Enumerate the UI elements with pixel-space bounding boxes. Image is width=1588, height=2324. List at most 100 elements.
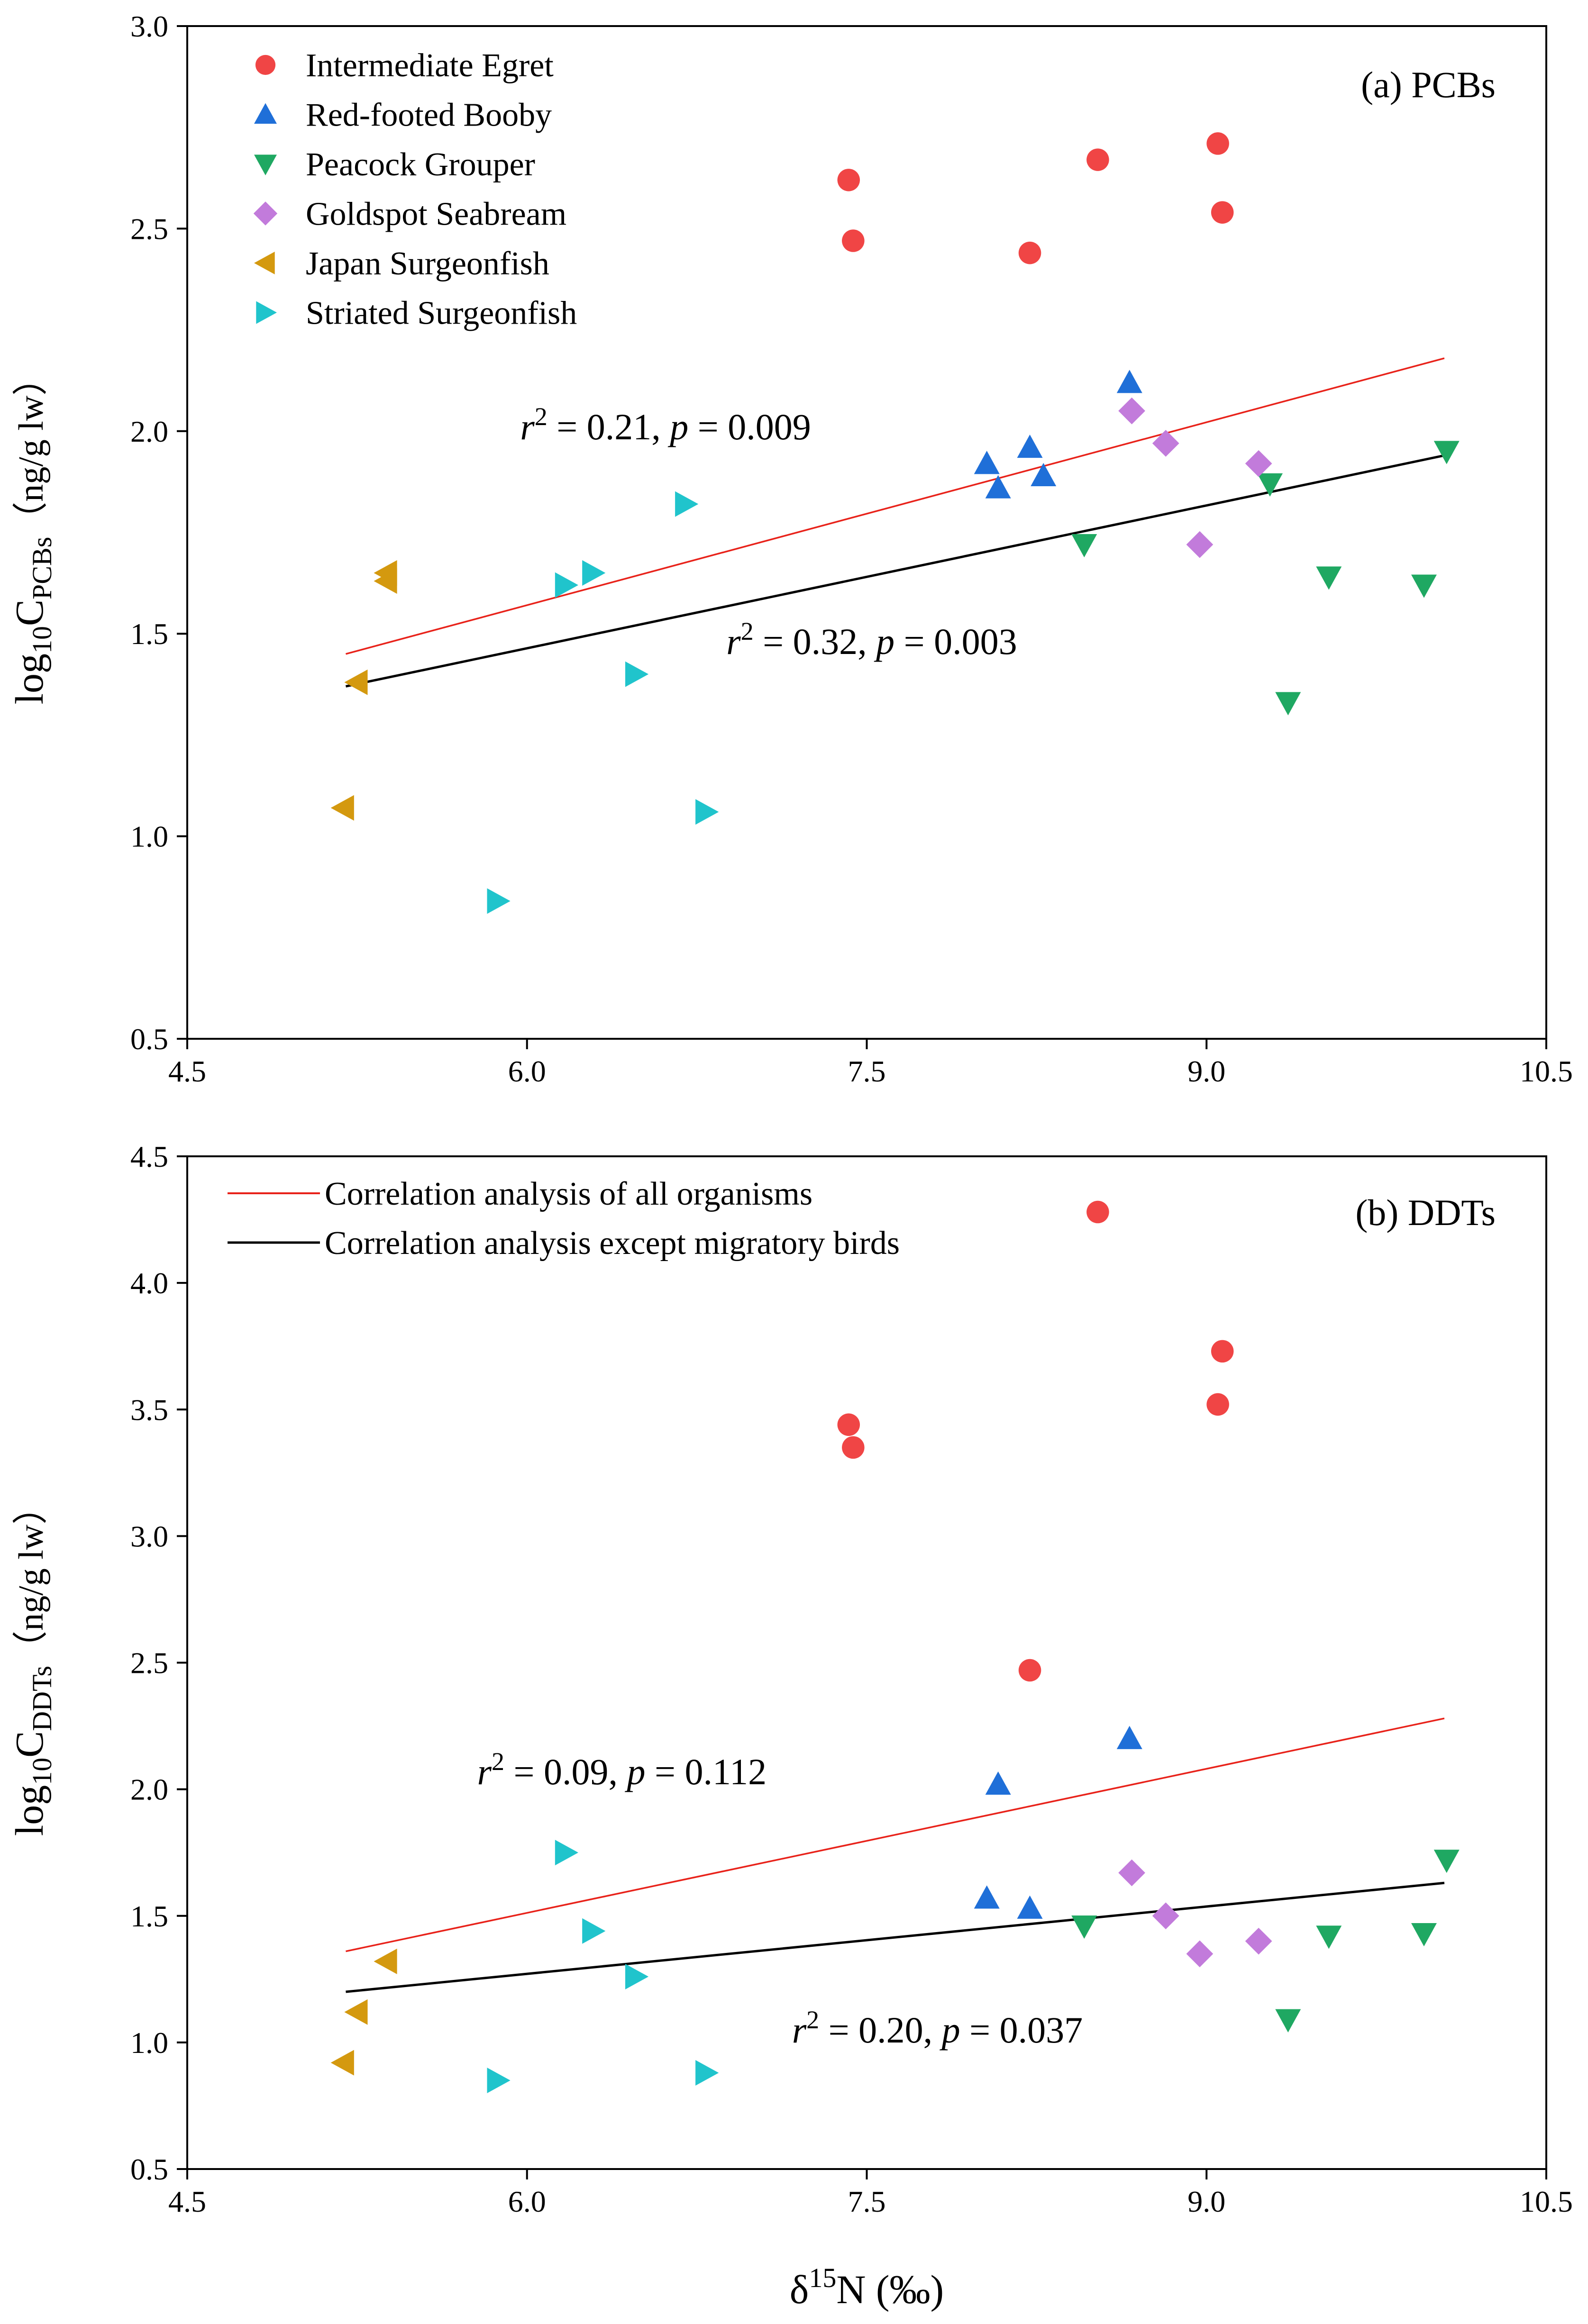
point-peacock-grouper: [1275, 692, 1301, 716]
x-tick-label: 7.5: [848, 1054, 886, 1088]
legend-label: Striated Surgeonfish: [306, 295, 577, 332]
stat-r: r: [477, 1751, 492, 1792]
stat-p: p: [624, 1751, 645, 1792]
point-intermediate-egret: [1206, 132, 1229, 155]
stat-p-value: = 0.003: [894, 621, 1017, 662]
point-japan-surgeonfish: [374, 560, 397, 586]
point-striated-surgeonfish: [675, 491, 699, 517]
x-tick-label: 9.0: [1187, 1054, 1225, 1088]
y-axis-title-unit: （ng/g lw）: [12, 361, 51, 537]
point-peacock-grouper: [1275, 2009, 1301, 2033]
stat-r-value: = 0.09,: [504, 1751, 627, 1792]
point-striated-surgeonfish: [555, 572, 578, 598]
point-intermediate-egret: [1211, 1340, 1234, 1363]
stat-r: r: [792, 2009, 807, 2051]
stat-annotation: r2 = 0.32, p = 0.003: [726, 617, 1017, 662]
point-red-footed-booby: [985, 475, 1011, 499]
y-axis-title: log10CPCBs（ng/g lw）: [8, 361, 57, 705]
point-striated-surgeonfish: [555, 1840, 578, 1866]
point-goldspot-seabream: [1186, 1940, 1214, 1968]
stat-r-sup: 2: [535, 402, 548, 431]
y-tick-label: 2.5: [130, 1646, 168, 1680]
point-intermediate-egret: [842, 229, 865, 252]
point-peacock-grouper: [1316, 1925, 1342, 1949]
legend-label: Goldspot Seabream: [306, 196, 566, 233]
legend-marker: [254, 103, 277, 124]
x-tick-label: 6.0: [508, 1054, 546, 1088]
point-red-footed-booby: [1017, 1895, 1043, 1919]
point-intermediate-egret: [837, 169, 860, 191]
point-intermediate-egret: [1206, 1393, 1229, 1416]
legend-marker: [253, 201, 278, 226]
stat-annotation: r2 = 0.09, p = 0.112: [477, 1747, 767, 1792]
point-intermediate-egret: [1018, 241, 1041, 264]
y-tick-label: 4.5: [130, 1140, 168, 1173]
point-intermediate-egret: [1211, 201, 1234, 224]
x-axis-title: δ15N (‰): [790, 2262, 944, 2312]
y-tick-label: 1.5: [130, 617, 168, 651]
point-striated-surgeonfish: [582, 560, 606, 586]
regression-line-all: [346, 1717, 1445, 1952]
stat-p: p: [874, 621, 894, 662]
point-intermediate-egret: [1086, 1200, 1109, 1224]
y-tick-label: 2.5: [130, 212, 168, 245]
regression-line-except-birds: [345, 454, 1445, 688]
point-intermediate-egret: [1018, 1659, 1041, 1682]
point-red-footed-booby: [985, 1771, 1011, 1795]
stat-r-sup: 2: [806, 2006, 819, 2034]
point-intermediate-egret: [837, 1413, 860, 1436]
stat-r: r: [726, 621, 741, 662]
x-tick-label: 10.5: [1520, 1054, 1573, 1088]
y-tick-label: 3.0: [130, 9, 168, 43]
point-japan-surgeonfish: [330, 2050, 354, 2076]
point-japan-surgeonfish: [344, 1999, 368, 2025]
y-tick-label: 0.5: [130, 2152, 168, 2186]
y-axis-title-log: log: [8, 1785, 52, 1836]
point-peacock-grouper: [1433, 441, 1460, 464]
point-striated-surgeonfish: [695, 799, 719, 825]
x-tick-label: 7.5: [848, 2185, 886, 2218]
y-axis-title-c: C: [8, 599, 52, 626]
point-striated-surgeonfish: [625, 661, 649, 687]
stat-p: p: [667, 406, 688, 447]
x-tick-label: 4.5: [168, 1054, 206, 1088]
stat-p-value: = 0.009: [688, 406, 811, 447]
y-axis-title-sub: 10: [27, 626, 57, 654]
point-peacock-grouper: [1071, 534, 1097, 558]
y-axis-title-c: C: [8, 1731, 52, 1758]
legend-marker: [255, 54, 276, 75]
point-intermediate-egret: [1086, 148, 1109, 171]
point-goldspot-seabream: [1152, 430, 1179, 457]
stat-r-sup: 2: [741, 617, 754, 645]
y-tick-label: 3.5: [130, 1393, 168, 1426]
point-red-footed-booby: [974, 1885, 1000, 1909]
legend-marker: [256, 301, 277, 324]
y-tick-label: 3.0: [130, 1519, 168, 1553]
point-peacock-grouper: [1411, 574, 1437, 598]
point-peacock-grouper: [1411, 1923, 1437, 1947]
y-axis-title-unit: （ng/g lw）: [12, 1489, 51, 1666]
y-axis-title-sub: DDTs: [27, 1666, 57, 1731]
stat-r-value: = 0.21,: [548, 406, 670, 447]
point-striated-surgeonfish: [487, 888, 511, 914]
legend-label: Red-footed Booby: [306, 97, 552, 134]
point-goldspot-seabream: [1118, 397, 1145, 425]
panel-label: (a) PCBs: [1361, 64, 1496, 105]
stat-p-value: = 0.112: [645, 1751, 767, 1792]
legend-marker: [254, 252, 275, 274]
x-axis-title-rest: N (‰): [836, 2267, 944, 2312]
panel-a-pcbs: 4.5 6.0 7.5 9.0 10.5 0.5 1.0 1.5 2.0 2.5 3.0 log10C…: [8, 9, 1573, 1088]
y-axis-title-sub: PCBs: [27, 537, 57, 599]
legend-label: Correlation analysis of all organisms: [325, 1176, 812, 1212]
regression-line-except-birds: [346, 1881, 1445, 1993]
point-goldspot-seabream: [1152, 1902, 1179, 1930]
point-goldspot-seabream: [1186, 531, 1214, 558]
legend-label: Japan Surgeonfish: [306, 245, 549, 282]
panel-label: (b) DDTs: [1355, 1192, 1496, 1233]
point-striated-surgeonfish: [487, 2068, 511, 2094]
x-tick-label: 4.5: [168, 2185, 206, 2218]
y-axis-title-log: log: [8, 654, 52, 704]
legend-label: Correlation analysis except migratory bi…: [325, 1225, 900, 1262]
point-japan-surgeonfish: [374, 1948, 397, 1974]
point-red-footed-booby: [1116, 370, 1142, 393]
